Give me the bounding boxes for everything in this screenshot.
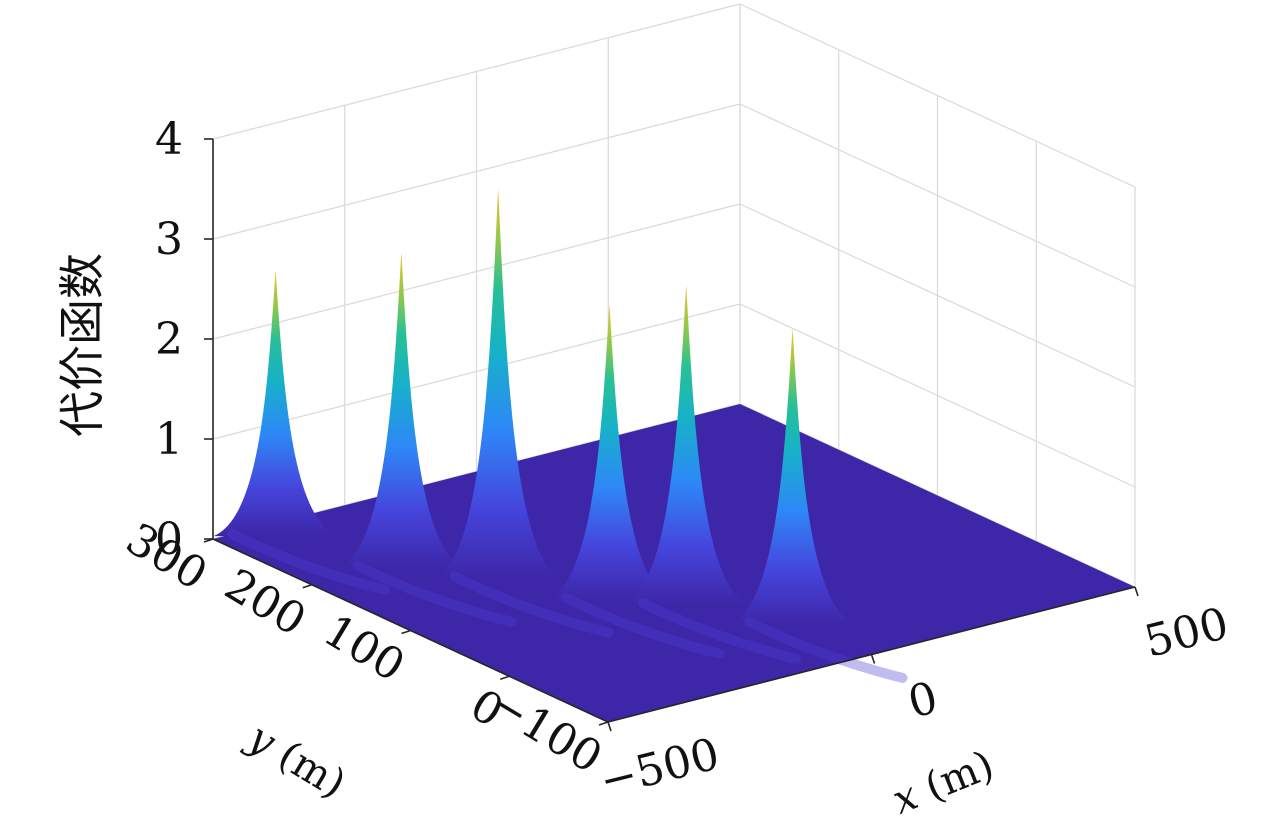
x-tick-label-0: −500 [595, 729, 725, 808]
surface-peak-5 [624, 283, 749, 605]
y-tick-label-0: 300 [117, 513, 215, 600]
x-tick-label-1: 0 [903, 672, 943, 728]
x-tick-mark-2 [1134, 586, 1139, 597]
surface-peak-1 [213, 270, 338, 537]
y-tick-mark-1 [302, 583, 313, 589]
x-tick-label-2: 500 [1140, 598, 1234, 668]
surface-ridge-5 [637, 597, 802, 664]
z-tick-label-3: 3 [155, 214, 183, 265]
z-tick-label-2: 2 [155, 314, 183, 365]
x-axis-label: x (m) [886, 742, 1000, 824]
grid-line-zback-2 [212, 203, 741, 340]
y-tick-mark-2 [401, 629, 411, 635]
surface-peak-6 [730, 327, 855, 624]
surface-ridge-2 [352, 560, 517, 627]
surface-peak-3 [436, 187, 561, 579]
grid-line-zback-1 [212, 303, 741, 440]
surface-peaks [213, 187, 908, 683]
x-tick-mark-1 [870, 654, 876, 664]
z-tick-label-1: 1 [155, 414, 183, 465]
grid-line-zside-2 [739, 203, 1136, 388]
grid-line-zback-4 [212, 3, 741, 140]
z-tick-label-4: 4 [155, 114, 183, 165]
z-tick-label-0: 0 [155, 514, 183, 565]
surface-plot [213, 187, 1135, 722]
surface-ridge-6 [744, 616, 908, 683]
grid-line-zback-3 [212, 103, 741, 240]
grid-line-zside-1 [739, 303, 1136, 488]
y-tick-mark-4 [598, 721, 609, 726]
surface-peak-4 [547, 303, 672, 600]
surface-ridge-1 [227, 529, 391, 596]
surface-ridge-4 [561, 592, 725, 659]
surface-peak-2 [339, 251, 464, 568]
x-tick-mark-0 [607, 721, 612, 732]
y-tick-mark-0 [203, 538, 214, 543]
grid-line-zside-3 [739, 103, 1136, 288]
z-axis-label: 代价函数 [55, 253, 109, 437]
z-axis-ticks: 0 1 2 3 4 [155, 114, 213, 565]
y-axis-label: y (m) [238, 713, 353, 807]
grid-line-zside-4 [739, 3, 1136, 188]
y-tick-mark-3 [499, 675, 510, 681]
surface-ridge-3 [449, 571, 614, 638]
